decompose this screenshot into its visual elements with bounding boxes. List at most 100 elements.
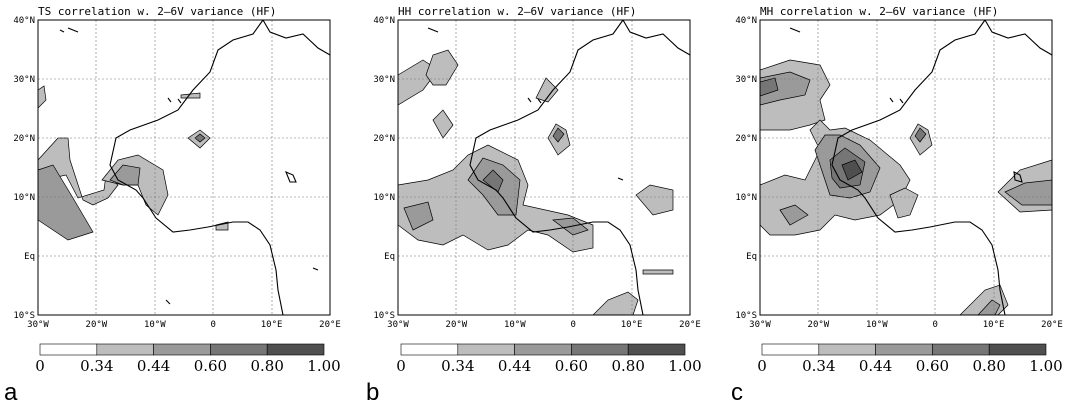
lat-tick-label: 40°N bbox=[13, 16, 35, 26]
contour-region bbox=[635, 184, 674, 216]
colorbar-tick-label: 0.34 bbox=[80, 357, 113, 375]
lat-tick-label: 10°N bbox=[373, 193, 395, 203]
colorbar-swatch bbox=[39, 343, 98, 356]
lon-tick-label: 30°W bbox=[387, 320, 409, 330]
colorbar-tick-label: 1.00 bbox=[307, 357, 340, 375]
colorbar-tick-label: 0 bbox=[757, 357, 767, 375]
lon-tick-label: 10°W bbox=[144, 320, 166, 330]
panel-a-frame bbox=[37, 19, 331, 316]
panel-b-title: HH correlation w. 2–6V variance (HF) bbox=[398, 5, 636, 18]
colorbar-tick-label: 0.80 bbox=[611, 357, 644, 375]
colorbar-tick-label: 0.34 bbox=[441, 357, 474, 375]
lon-tick-label: 10°E bbox=[621, 320, 643, 330]
lat-tick-label: Eq bbox=[384, 252, 395, 262]
lon-tick-label: 0 bbox=[932, 320, 937, 330]
contour-region bbox=[37, 164, 94, 241]
contour-region bbox=[592, 291, 639, 316]
lat-tick-label: 20°N bbox=[735, 134, 757, 144]
panel-b-letter: b bbox=[366, 379, 379, 405]
colorbar-tick-label: 1.00 bbox=[668, 357, 701, 375]
lat-tick-label: 10°S bbox=[373, 311, 395, 321]
colorbar-swatch bbox=[400, 343, 459, 356]
colorbar-swatch bbox=[514, 343, 572, 356]
panel-c-title: MH correlation w. 2–6V variance (HF) bbox=[760, 5, 998, 18]
lon-tick-label: 10°E bbox=[983, 320, 1005, 330]
contour-region bbox=[914, 127, 927, 143]
colorbar-tick-label: 1.00 bbox=[1029, 357, 1062, 375]
lon-tick-label: 10°E bbox=[261, 320, 283, 330]
colorbar: 0 0.34 0.44 0.60 0.80 1.00 bbox=[35, 343, 341, 375]
panel-b-coastline bbox=[427, 19, 691, 316]
colorbar-tick-label: 0.44 bbox=[498, 357, 531, 375]
contour-region bbox=[180, 92, 201, 99]
colorbar-tick-label: 0.44 bbox=[859, 357, 892, 375]
colorbar-swatch bbox=[266, 343, 325, 356]
lat-tick-label: 20°N bbox=[373, 134, 395, 144]
lat-tick-label: 20°N bbox=[13, 134, 35, 144]
colorbar-swatch bbox=[210, 343, 268, 356]
colorbar-swatch bbox=[875, 343, 933, 356]
panel-c: MH correlation w. 2–6V variance (HF) bbox=[759, 5, 1053, 316]
colorbar-tick-label: 0.60 bbox=[555, 357, 588, 375]
contour-region bbox=[779, 204, 809, 226]
panel-a-letter: a bbox=[4, 379, 18, 405]
lon-tick-label: 30°W bbox=[27, 320, 49, 330]
panel-b-contours bbox=[397, 49, 674, 316]
lat-tick-label: 10°S bbox=[735, 311, 757, 321]
panel-c-contours bbox=[759, 59, 1053, 316]
lon-tick-label: 0 bbox=[210, 320, 215, 330]
colorbar: 0 0.34 0.44 0.60 0.80 1.00 bbox=[757, 343, 1063, 375]
lat-tick-label: 10°N bbox=[13, 193, 35, 203]
contour-region bbox=[425, 49, 459, 86]
lat-tick-label: 40°N bbox=[373, 16, 395, 26]
lat-tick-label: 30°N bbox=[373, 75, 395, 85]
panel-a-grid bbox=[38, 20, 330, 315]
panel-a-coastline bbox=[59, 19, 331, 316]
colorbar-swatch bbox=[96, 343, 154, 356]
lat-tick-label: 30°N bbox=[735, 75, 757, 85]
contour-region bbox=[535, 77, 559, 103]
colorbar-swatch bbox=[571, 343, 629, 356]
colorbar-tick-label: 0 bbox=[35, 357, 45, 375]
colorbar-swatch bbox=[761, 343, 820, 356]
contour-region bbox=[403, 201, 434, 231]
colorbar-swatch bbox=[818, 343, 876, 356]
colorbar-tick-label: 0.60 bbox=[194, 357, 227, 375]
lat-tick-label: Eq bbox=[746, 252, 757, 262]
colorbar-swatch bbox=[988, 343, 1047, 356]
panel-c-coastline bbox=[789, 19, 1053, 316]
panel-c-frame bbox=[759, 19, 1053, 316]
colorbar-tick-label: 0.44 bbox=[137, 357, 170, 375]
colorbar-tick-label: 0.34 bbox=[802, 357, 835, 375]
colorbar-swatch bbox=[153, 343, 211, 356]
lon-tick-label: 20°W bbox=[86, 320, 108, 330]
contour-region bbox=[37, 85, 47, 109]
panel-b-grid bbox=[398, 20, 690, 315]
lon-tick-label: 30°W bbox=[749, 320, 771, 330]
lon-tick-label: 0 bbox=[570, 320, 575, 330]
lon-tick-label: 10°W bbox=[504, 320, 526, 330]
contour-region bbox=[889, 187, 919, 219]
panel-c-letter: c bbox=[731, 379, 743, 405]
lat-tick-label: 40°N bbox=[735, 16, 757, 26]
panel-b-frame bbox=[397, 19, 691, 316]
colorbar-tick-label: 0.80 bbox=[972, 357, 1005, 375]
lat-tick-label: 30°N bbox=[13, 75, 35, 85]
colorbar-tick-label: 0.80 bbox=[250, 357, 283, 375]
lat-tick-label: 10°S bbox=[13, 311, 35, 321]
panel-a-contours bbox=[37, 85, 229, 241]
contour-region bbox=[841, 159, 863, 181]
colorbars: 0 0.34 0.44 0.60 0.80 1.00 0 0.34 0.44 0.60 0.80 1.… bbox=[35, 343, 1063, 375]
colorbar-tick-label: 0 bbox=[396, 357, 406, 375]
colorbar-tick-label: 0.60 bbox=[916, 357, 949, 375]
contour-region bbox=[552, 127, 565, 143]
lon-tick-label: 10°W bbox=[866, 320, 888, 330]
colorbar-swatch bbox=[627, 343, 686, 356]
lat-tick-label: Eq bbox=[24, 252, 35, 262]
panel-a-title: TS correlation w. 2–6V variance (HF) bbox=[38, 5, 276, 18]
lat-tick-label: 10°N bbox=[735, 193, 757, 203]
panel-c-grid bbox=[760, 20, 1052, 315]
lon-tick-label: 20°W bbox=[446, 320, 468, 330]
lon-tick-label: 20°E bbox=[679, 320, 701, 330]
